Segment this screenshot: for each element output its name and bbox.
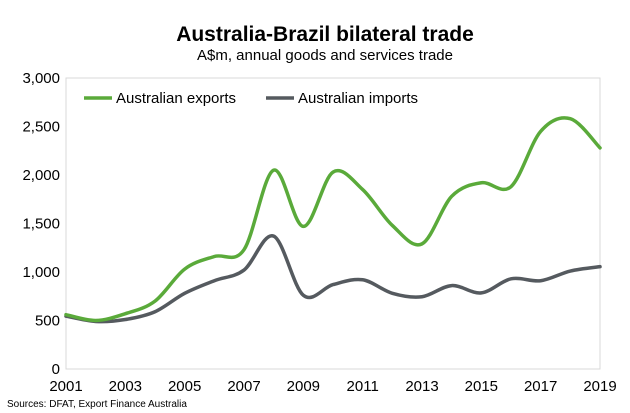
y-tick-label: 500 bbox=[35, 313, 60, 330]
x-tick-label: 2009 bbox=[287, 378, 320, 395]
y-tick-label: 2,500 bbox=[22, 119, 60, 136]
x-tick-label: 2005 bbox=[168, 378, 201, 395]
legend-label: Australian imports bbox=[298, 90, 418, 107]
x-tick-label: 2001 bbox=[49, 378, 82, 395]
y-tick-label: 1,500 bbox=[22, 216, 60, 233]
chart-subtitle: A$m, annual goods and services trade bbox=[197, 47, 453, 64]
plot-frame bbox=[65, 77, 601, 370]
y-tick-label: 0 bbox=[52, 361, 60, 378]
x-tick-label: 2007 bbox=[227, 378, 260, 395]
legend-australian-exports: Australian exports bbox=[84, 90, 236, 107]
legend: Australian exports Australian imports bbox=[84, 90, 418, 107]
y-tick-label: 3,000 bbox=[22, 70, 60, 87]
series-line-australian-exports bbox=[64, 116, 602, 323]
legend-label: Australian exports bbox=[116, 90, 236, 107]
x-tick-label: 2013 bbox=[405, 378, 438, 395]
y-tick-label: 2,000 bbox=[22, 167, 60, 184]
x-tick-label: 2011 bbox=[347, 378, 379, 395]
plot-area: 0 500 1,000 1,500 2,000 2,500 3,000 2001 2003 200… bbox=[22, 70, 616, 395]
x-tick-label: 2003 bbox=[109, 378, 142, 395]
series-line-australian-imports bbox=[64, 234, 602, 324]
y-tick-label: 1,000 bbox=[22, 264, 60, 281]
x-tick-label: 2019 bbox=[583, 378, 616, 395]
x-tick-label: 2017 bbox=[524, 378, 557, 395]
source-note: Sources: DFAT, Export Finance Australia bbox=[7, 399, 187, 410]
x-tick-label: 2015 bbox=[465, 378, 498, 395]
chart-title: Australia-Brazil bilateral trade bbox=[176, 23, 474, 46]
legend-australian-imports: Australian imports bbox=[266, 90, 418, 107]
